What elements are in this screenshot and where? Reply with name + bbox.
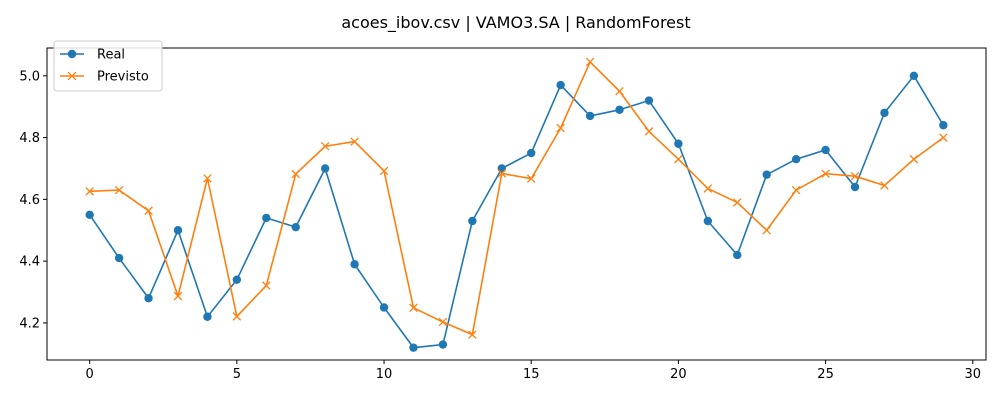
legend-marker-previsto bbox=[67, 71, 77, 81]
data-point-previsto bbox=[585, 57, 595, 67]
data-point-real bbox=[791, 155, 801, 164]
data-point-real bbox=[703, 216, 713, 226]
x-tick-label: 25 bbox=[817, 367, 834, 382]
data-point-real bbox=[556, 80, 565, 90]
chart-title: acoes_ibov.csv | VAMO3.SA | RandomForest bbox=[341, 13, 690, 33]
data-point-real bbox=[880, 108, 889, 118]
data-point-real bbox=[232, 275, 242, 284]
data-point-previsto bbox=[762, 225, 771, 235]
x-axis: 0 5 10 15 20 25 30 bbox=[86, 360, 981, 382]
data-point-previsto bbox=[615, 86, 624, 96]
data-point-real bbox=[939, 121, 948, 130]
data-point-previsto bbox=[791, 185, 801, 195]
series-line-real bbox=[89, 75, 945, 349]
y-tick-label: 4.2 bbox=[19, 316, 40, 331]
data-point-previsto bbox=[821, 169, 830, 178]
x-tick-label: 5 bbox=[233, 367, 241, 382]
data-point-previsto bbox=[379, 166, 389, 176]
data-point-previsto bbox=[556, 123, 565, 133]
data-point-real bbox=[144, 294, 153, 303]
data-point-previsto bbox=[733, 198, 742, 207]
legend-item-previsto: Previsto bbox=[60, 70, 149, 85]
legend-marker-real bbox=[67, 49, 77, 59]
data-point-real bbox=[438, 340, 448, 349]
legend: Real Previsto bbox=[53, 40, 163, 92]
data-point-real bbox=[203, 312, 212, 321]
data-point-real bbox=[909, 71, 919, 81]
data-point-previsto bbox=[203, 174, 212, 183]
data-point-previsto bbox=[526, 174, 536, 183]
legend-label-real: Real bbox=[97, 48, 125, 63]
data-point-real bbox=[644, 96, 654, 105]
legend-item-real: Real bbox=[60, 48, 125, 63]
y-tick-label: 4.6 bbox=[19, 193, 40, 208]
data-point-real bbox=[291, 222, 300, 232]
data-point-previsto bbox=[880, 181, 889, 190]
data-point-real bbox=[527, 148, 536, 158]
data-point-previsto bbox=[468, 330, 477, 339]
data-point-real bbox=[850, 182, 860, 192]
data-point-previsto bbox=[262, 281, 271, 290]
data-point-real bbox=[320, 164, 330, 173]
data-point-previsto bbox=[291, 169, 300, 179]
data-point-real bbox=[821, 145, 830, 155]
data-point-previsto bbox=[409, 303, 418, 313]
data-point-real bbox=[379, 303, 389, 312]
y-tick-label: 4.8 bbox=[19, 131, 40, 146]
x-tick-label: 20 bbox=[670, 367, 687, 382]
data-point-real bbox=[262, 213, 271, 223]
data-point-previsto bbox=[350, 137, 359, 146]
data-point-previsto bbox=[909, 154, 919, 164]
plot-area-frame bbox=[46, 47, 987, 361]
data-point-previsto bbox=[497, 169, 507, 178]
data-point-previsto bbox=[320, 141, 330, 151]
data-point-previsto bbox=[674, 154, 683, 164]
series-previsto bbox=[85, 57, 948, 339]
data-point-real bbox=[674, 139, 683, 148]
x-tick-label: 30 bbox=[964, 367, 981, 382]
data-point-real bbox=[350, 260, 359, 269]
data-point-real bbox=[409, 343, 418, 352]
series-line-previsto bbox=[89, 61, 944, 336]
data-point-real bbox=[114, 253, 124, 263]
data-point-previsto bbox=[939, 133, 948, 142]
data-point-real bbox=[733, 250, 742, 260]
data-point-previsto bbox=[173, 291, 183, 301]
data-point-previsto bbox=[232, 312, 242, 321]
data-point-real bbox=[85, 210, 94, 220]
data-point-real bbox=[585, 111, 595, 121]
series-layer bbox=[85, 57, 948, 352]
y-tick-label: 5.0 bbox=[19, 69, 40, 84]
data-point-real bbox=[468, 216, 477, 226]
data-point-previsto bbox=[850, 171, 860, 181]
x-tick-label: 15 bbox=[523, 367, 540, 382]
data-point-previsto bbox=[703, 184, 713, 193]
data-point-previsto bbox=[114, 185, 124, 195]
data-point-previsto bbox=[644, 127, 654, 136]
x-tick-label: 10 bbox=[376, 367, 393, 382]
data-point-real bbox=[762, 170, 771, 179]
data-point-real bbox=[497, 164, 506, 173]
data-point-real bbox=[615, 105, 624, 114]
data-point-previsto bbox=[144, 206, 153, 216]
data-point-previsto bbox=[85, 187, 94, 196]
y-axis: 4.2 4.4 4.6 4.8 5.0 bbox=[19, 69, 47, 331]
data-point-previsto bbox=[438, 317, 448, 327]
x-tick-label: 0 bbox=[86, 367, 94, 382]
y-tick-label: 4.4 bbox=[19, 255, 40, 270]
legend-label-previsto: Previsto bbox=[97, 70, 149, 85]
data-point-real bbox=[173, 226, 183, 235]
